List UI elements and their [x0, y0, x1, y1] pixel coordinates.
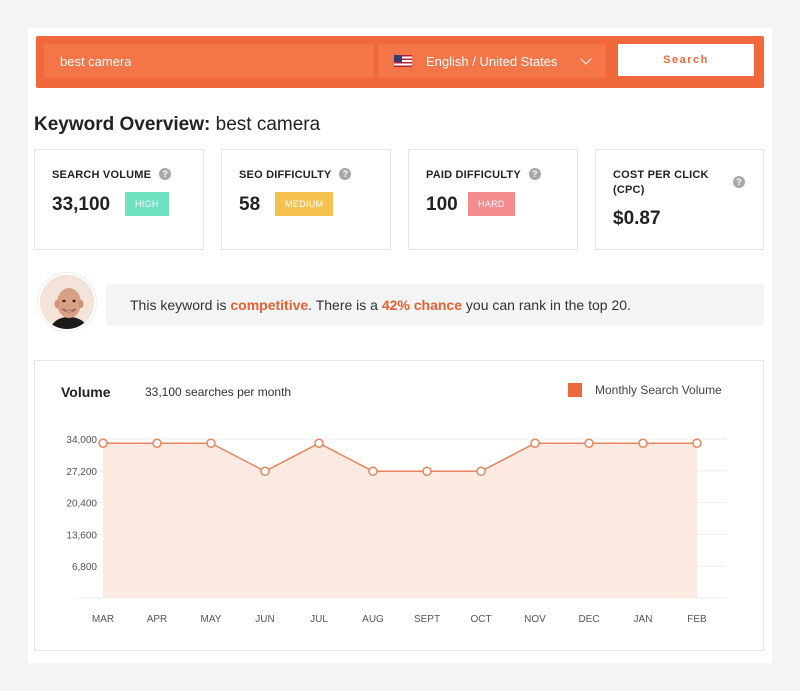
legend-swatch: [568, 383, 582, 397]
paid-difficulty-badge: HARD: [468, 192, 515, 216]
data-point: [476, 466, 486, 477]
x-tick-label: JUN: [255, 614, 274, 625]
y-tick-label: 6,800: [72, 562, 97, 573]
data-point: [530, 438, 540, 448]
x-tick-label: JUL: [310, 614, 328, 625]
search-volume-label: SEARCH VOLUME: [52, 169, 152, 181]
language-label: English / United States: [426, 53, 558, 69]
data-point: [368, 466, 378, 477]
insight-highlight-competitive: competitive: [230, 297, 309, 313]
data-point: [206, 438, 216, 448]
data-point: [638, 438, 648, 448]
data-point: [152, 438, 162, 448]
keyword-input[interactable]: [44, 44, 374, 78]
volume-chart-panel: Volume 33,100 searches per month Monthly…: [34, 360, 764, 651]
y-tick-label: 27,200: [66, 467, 97, 478]
paid-difficulty-value: 100: [426, 194, 458, 215]
cpc-value: $0.87: [613, 208, 661, 229]
volume-chart: 34,000 27,200 20,400 13,600 6,800 MAR APR MAY JU…: [66, 435, 727, 625]
us-flag-icon: [394, 55, 412, 67]
title-prefix: Keyword Overview:: [34, 114, 211, 135]
help-icon[interactable]: ?: [339, 168, 352, 180]
legend-label: Monthly Search Volume: [595, 383, 722, 397]
data-point: [584, 438, 594, 448]
data-point: [314, 438, 324, 448]
series-line: [103, 442, 697, 473]
seo-difficulty-label: SEO DIFFICULTY: [239, 169, 332, 181]
search-bar: English / United States Search: [36, 36, 764, 88]
paid-difficulty-label: PAID DIFFICULTY: [426, 169, 521, 181]
insight-text: This keyword is: [130, 297, 231, 313]
y-tick-label: 13,600: [66, 530, 97, 541]
chart-legend[interactable]: Monthly Search Volume: [568, 383, 722, 397]
title-keyword: best camera: [215, 114, 321, 135]
insight-message: This keyword is competitive. There is a …: [106, 284, 764, 326]
y-tick-label: 20,400: [66, 499, 97, 510]
help-icon[interactable]: ?: [159, 168, 172, 180]
seo-difficulty-value: 58: [239, 194, 261, 215]
chart-title: Volume: [61, 384, 111, 400]
page: English / United States Search Keyword O…: [28, 28, 772, 663]
avatar: [38, 273, 96, 331]
x-tick-label: DEC: [578, 614, 599, 625]
paid-difficulty-card: PAID DIFFICULTY? 100 HARD: [408, 149, 578, 250]
help-icon[interactable]: ?: [733, 176, 745, 188]
card-label-row: SEARCH VOLUME?: [52, 168, 172, 183]
card-label-row: PAID DIFFICULTY?: [426, 168, 541, 183]
search-volume-card: SEARCH VOLUME? 33,100 HIGH: [34, 149, 204, 250]
cpc-label: COST PER CLICK (CPC): [613, 169, 709, 196]
search-volume-badge: HIGH: [125, 192, 169, 216]
x-tick-label: APR: [147, 614, 168, 625]
x-tick-label: NOV: [524, 614, 546, 625]
x-tick-label: JAN: [634, 614, 653, 625]
data-point: [260, 466, 270, 477]
chevron-down-icon: [580, 53, 592, 65]
insight-text: you can rank in the top 20.: [462, 297, 631, 313]
data-point: [422, 466, 432, 477]
x-tick-label: AUG: [362, 614, 384, 625]
data-point: [98, 438, 108, 448]
insight-highlight-chance: 42% chance: [381, 297, 463, 313]
avatar-portrait: [40, 275, 94, 329]
help-icon[interactable]: ?: [528, 168, 541, 180]
search-button[interactable]: Search: [618, 44, 754, 76]
language-select[interactable]: English / United States: [378, 44, 606, 78]
search-volume-value: 33,100: [52, 194, 111, 215]
insight-text: . There is a: [308, 297, 382, 313]
card-label-row: SEO DIFFICULTY?: [239, 168, 352, 183]
seo-difficulty-card: SEO DIFFICULTY? 58 MEDIUM: [221, 149, 391, 250]
x-tick-label: OCT: [470, 614, 491, 625]
x-tick-label: MAR: [92, 614, 114, 625]
x-tick-label: FEB: [687, 614, 707, 625]
x-tick-label: MAY: [201, 614, 222, 625]
cpc-card: COST PER CLICK (CPC) ? $0.87: [595, 149, 764, 250]
page-title: Keyword Overview: best camera: [34, 114, 320, 136]
chart-subtitle: 33,100 searches per month: [145, 385, 292, 399]
y-tick-label: 34,000: [66, 435, 97, 446]
data-point: [692, 438, 702, 448]
x-tick-label: SEPT: [414, 614, 440, 625]
seo-difficulty-badge: MEDIUM: [275, 192, 334, 216]
area-fill: [103, 443, 697, 598]
